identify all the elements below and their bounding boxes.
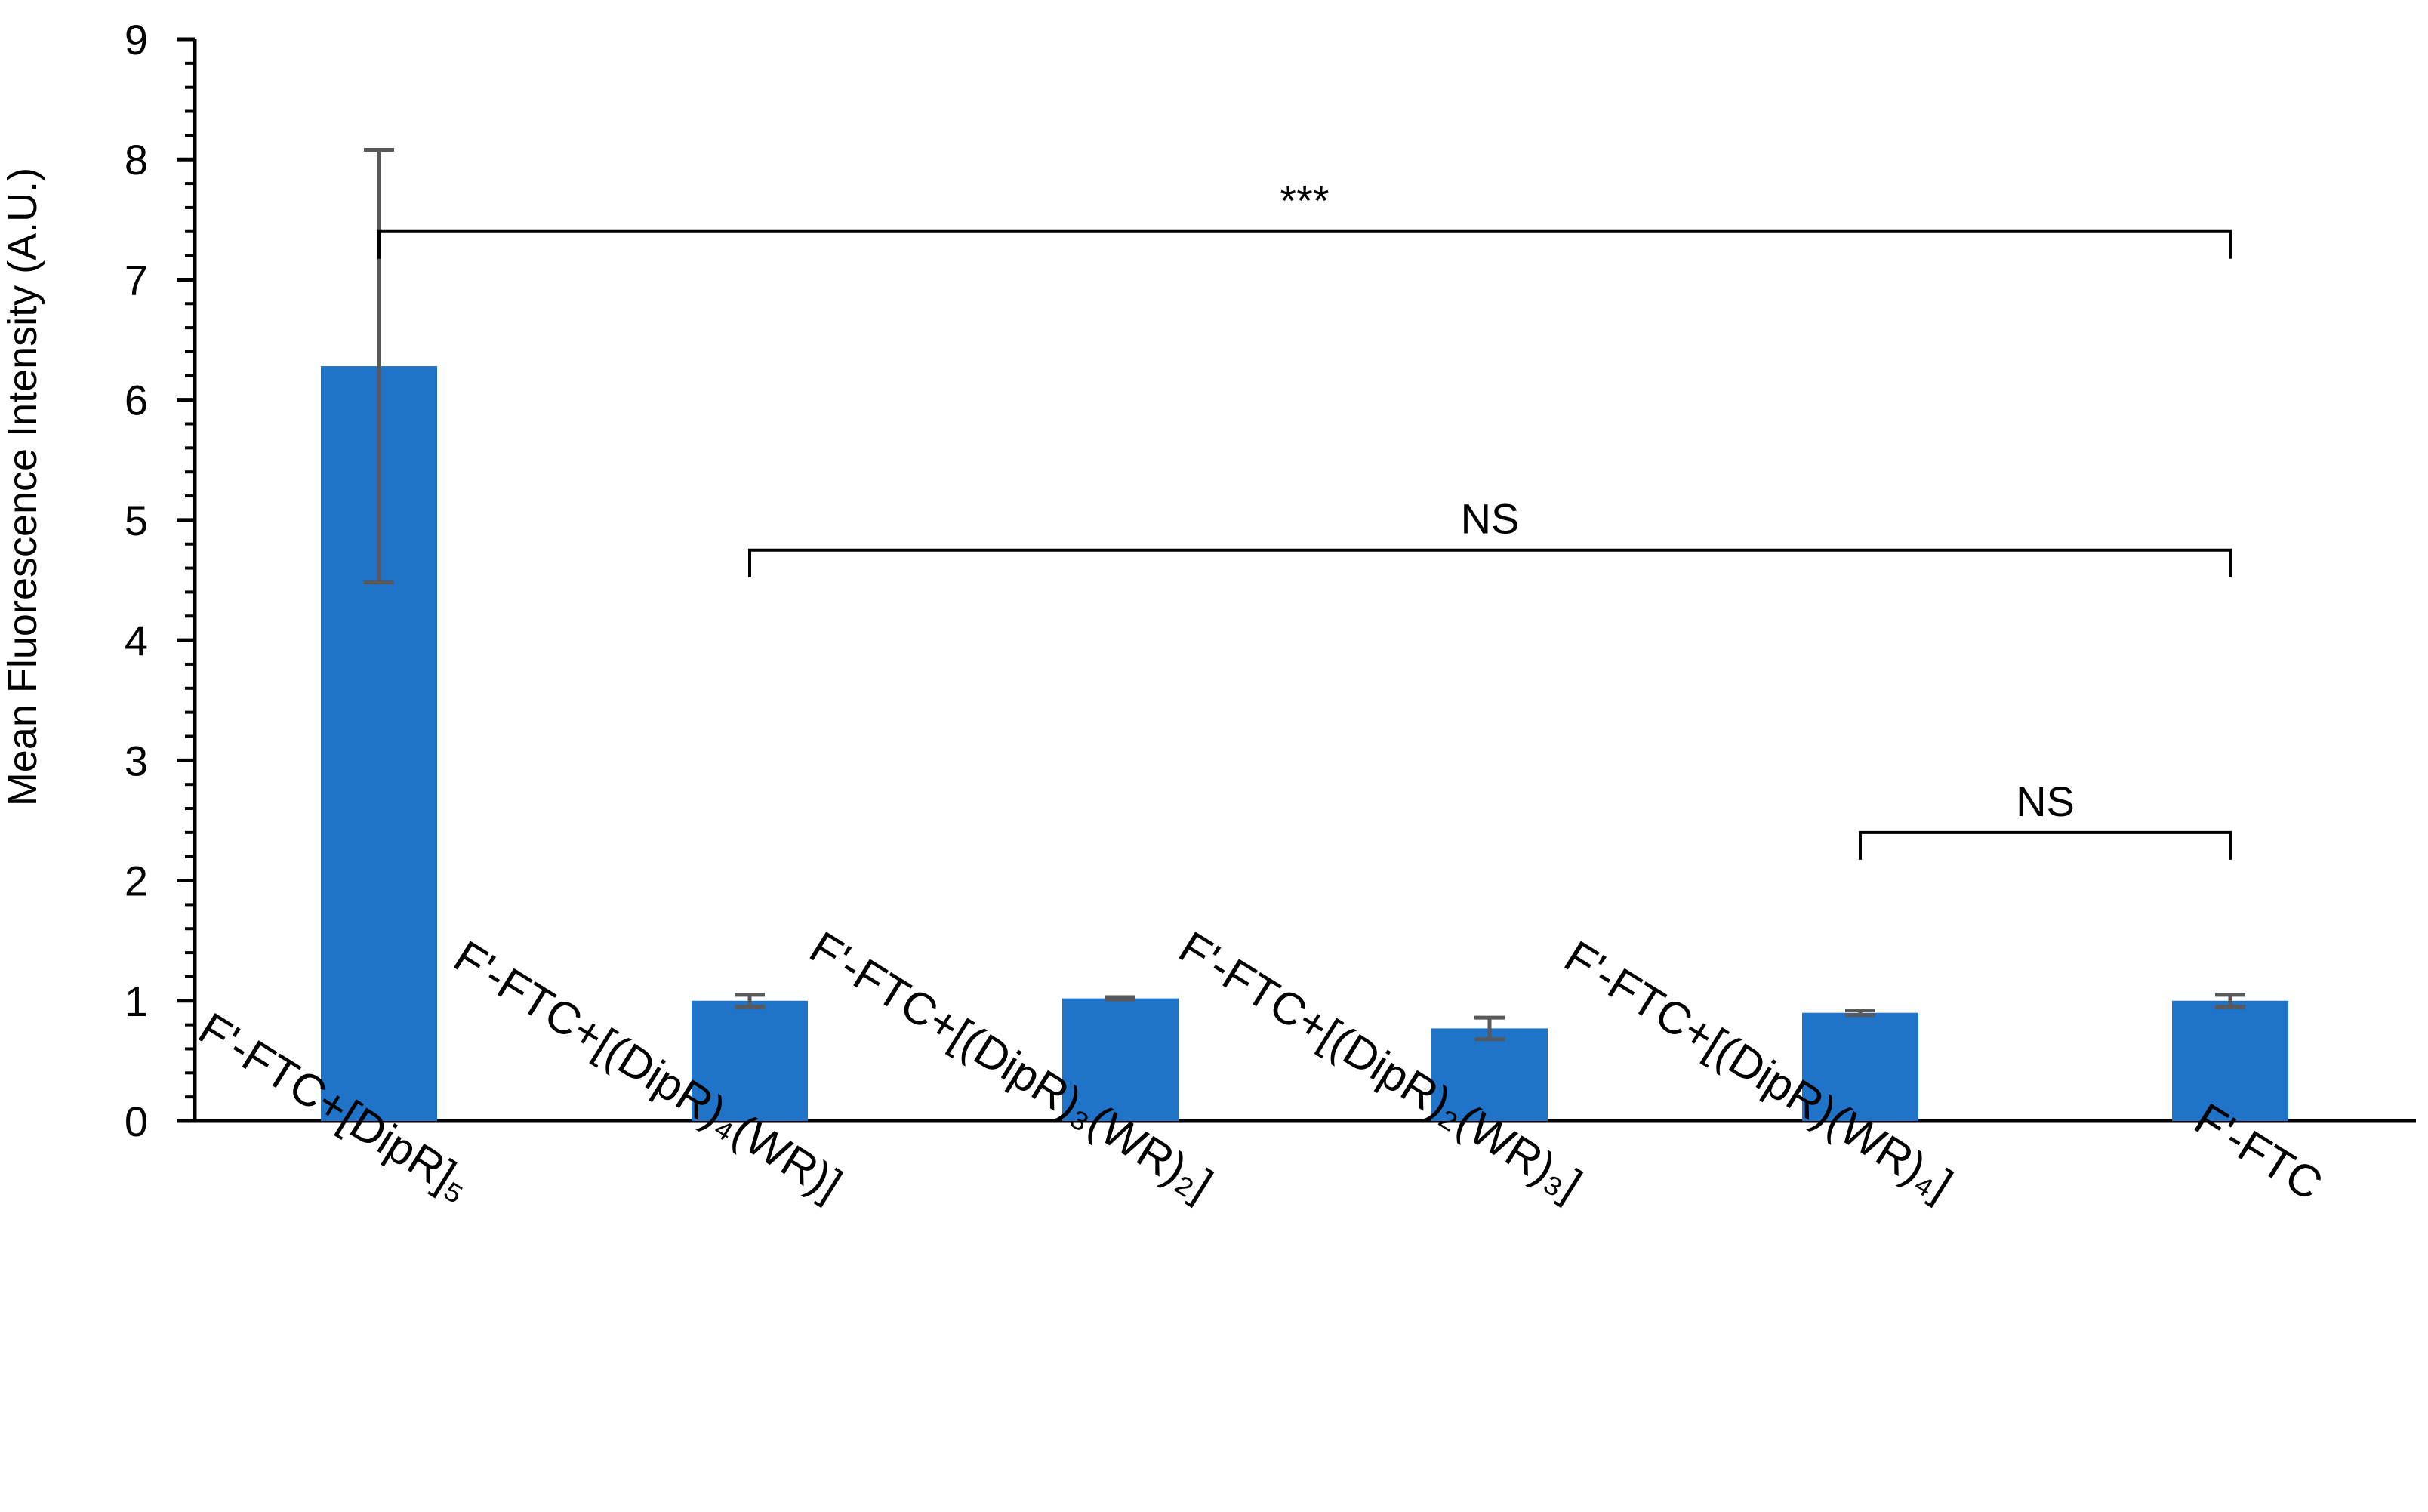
bar (1062, 998, 1179, 1121)
y-tick-label: 6 (125, 377, 148, 424)
bar (2172, 1000, 2288, 1121)
bar (1431, 1028, 1548, 1121)
significance-label: NS (2016, 778, 2075, 825)
bar (1802, 1012, 1918, 1121)
significance-label: *** (1280, 177, 1329, 224)
significance-bracket (748, 548, 2232, 577)
y-tick-label: 1 (125, 978, 148, 1025)
significance-bracket (377, 229, 2232, 259)
y-tick-label: 5 (125, 497, 148, 544)
bar (692, 1000, 808, 1121)
significance-label: NS (1461, 495, 1520, 543)
y-tick-label: 7 (125, 256, 148, 303)
y-tick-label: 2 (125, 858, 148, 905)
y-axis-label: Mean Fluorescence Intensity (A.U.) (0, 168, 45, 806)
y-tick-label: 9 (125, 16, 148, 63)
y-tick-label: 3 (125, 737, 148, 784)
plot-area: 0123456789F'-FTC+[DipR]₅F'-FTC+[(DipR)₄(… (125, 16, 2416, 1210)
y-tick-label: 4 (125, 617, 148, 664)
significance-bracket (1859, 830, 2232, 860)
y-tick-label: 8 (125, 136, 148, 183)
y-tick-label: 0 (125, 1098, 148, 1145)
